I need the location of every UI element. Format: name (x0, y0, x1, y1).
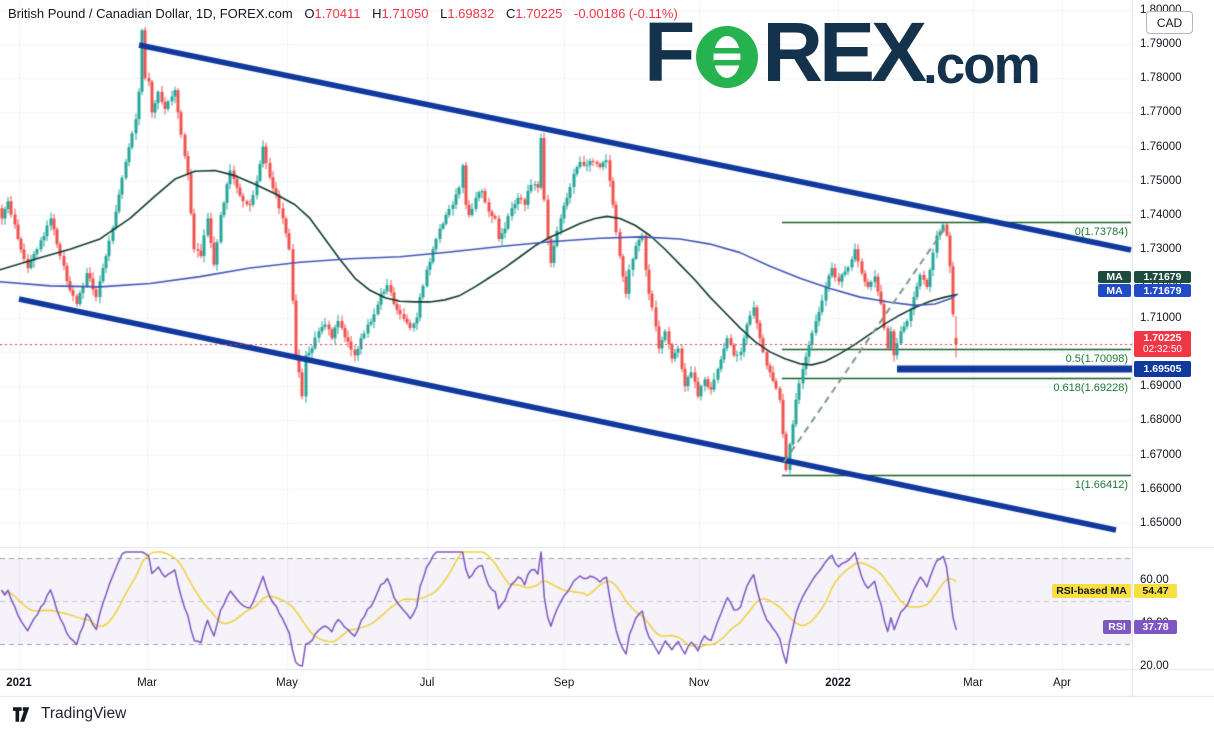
ohlc-open-label: O (304, 6, 315, 21)
ma-fast-badge: MA (1098, 270, 1131, 284)
bar-countdown: 02:32:50 (1143, 344, 1182, 356)
rsi-value-badge: 37.78 (1134, 620, 1177, 635)
rsi-badge: RSI (1103, 620, 1131, 635)
forex-logo-f: F (644, 5, 695, 99)
ohlc-change: -0.00186 (-0.11%) (573, 6, 678, 21)
forex-watermark-logo: F REX .com (644, 5, 1041, 99)
ohlc-high-value: 1.71050 (381, 6, 429, 21)
rsi-ma-badge: RSI-based MA (1052, 584, 1131, 599)
currency-toggle-button[interactable]: CAD (1146, 11, 1193, 34)
ohlc-close-value: 1.70225 (515, 6, 563, 21)
tradingview-attribution[interactable]: TradingView (13, 705, 126, 723)
forex-logo-o-icon (696, 26, 759, 89)
tradingview-logo-text: TradingView (41, 705, 127, 722)
ohlc-open-value: 1.70411 (314, 6, 361, 21)
ohlc-low-label: L (440, 6, 448, 21)
tradingview-logo-icon (13, 706, 30, 722)
symbol-title[interactable]: British Pound / Canadian Dollar, 1D, FOR… (8, 6, 293, 21)
symbol-header: British Pound / Canadian Dollar, 1D, FOR… (8, 6, 678, 21)
forex-logo-rex: REX (762, 5, 927, 99)
ohlc-high-label: H (372, 6, 382, 21)
ma-slow-value-badge: 1.71679 (1134, 284, 1191, 297)
ma-slow-badge: MA (1098, 284, 1131, 297)
ohlc-close-label: C (505, 6, 516, 21)
ohlc-low-value: 1.69832 (447, 6, 495, 21)
current-price-value: 1.70225 (1143, 332, 1182, 345)
support-level-badge: 1.69505 (1134, 360, 1191, 377)
current-price-badge: 1.70225 02:32:50 (1134, 331, 1191, 358)
rsi-ma-value-badge: 54.47 (1134, 584, 1177, 599)
ma-fast-value-badge: 1.71679 (1134, 270, 1191, 284)
forex-logo-com: .com (923, 35, 1041, 95)
